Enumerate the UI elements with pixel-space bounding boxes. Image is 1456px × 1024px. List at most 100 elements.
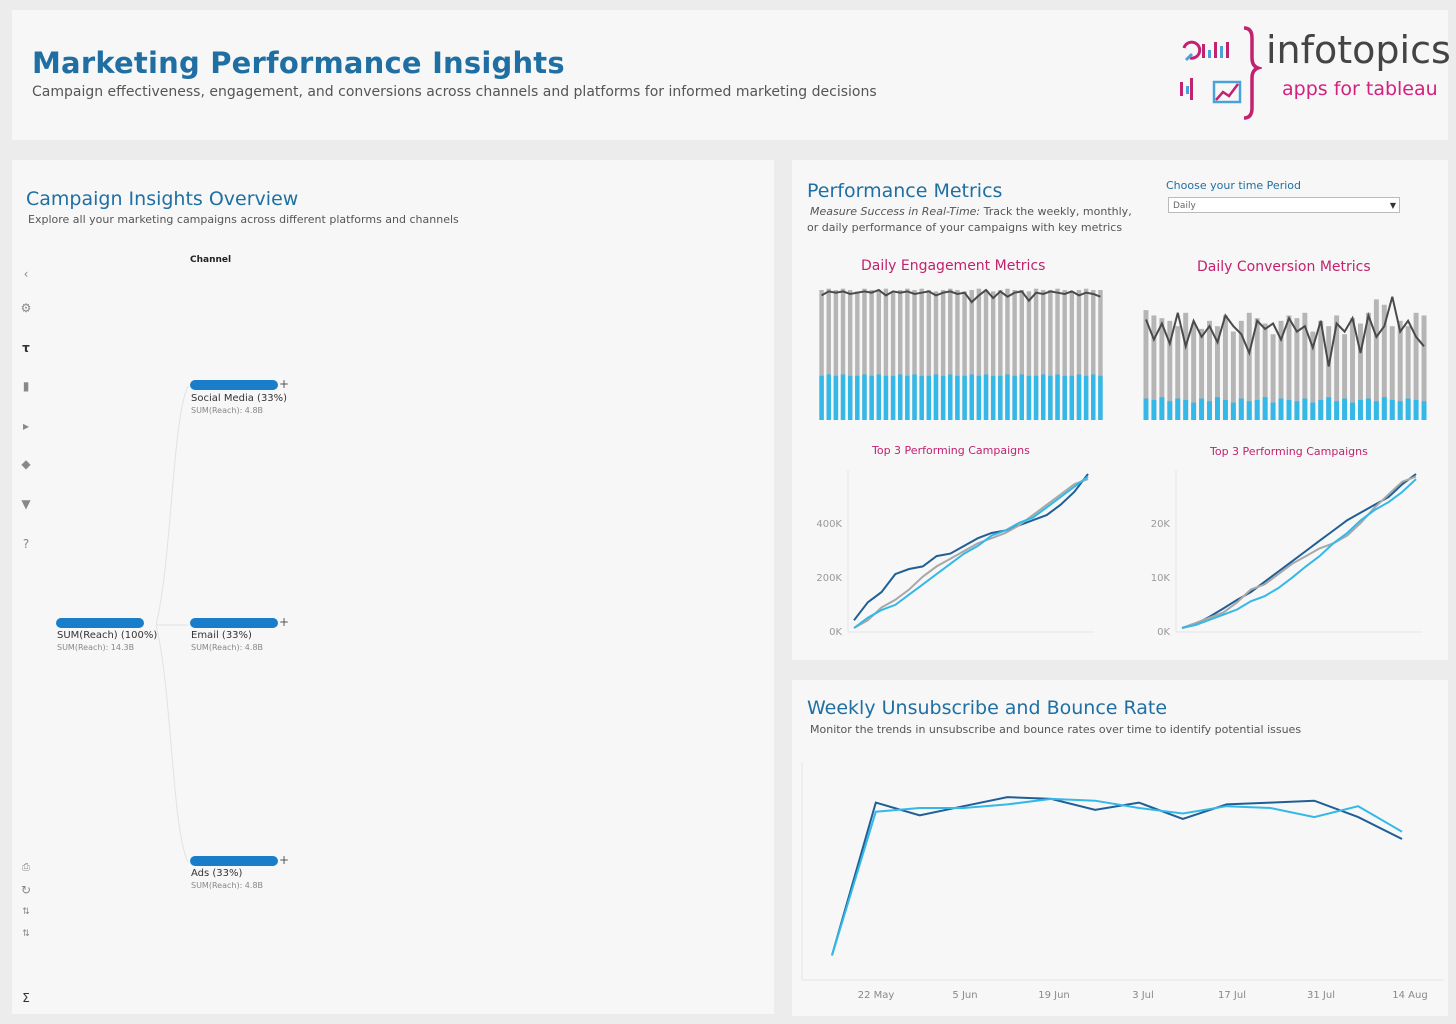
conversion-bar bbox=[1254, 318, 1260, 420]
engagement-bar bbox=[976, 288, 982, 420]
tree-node-email-value: SUM(Reach): 4.8B bbox=[191, 643, 264, 652]
engagement-bar bbox=[962, 291, 967, 420]
gear-icon[interactable]: ⚙ bbox=[20, 301, 32, 315]
conversion-bar-segment bbox=[1302, 398, 1308, 420]
conversion-bar-segment bbox=[1365, 398, 1371, 420]
engagement-bar bbox=[1048, 290, 1053, 420]
filter-icon[interactable]: ▼ bbox=[21, 497, 31, 511]
engagement-bar bbox=[1098, 290, 1103, 420]
engagement-bar bbox=[1069, 291, 1075, 420]
tree-node-ads-bar[interactable] bbox=[190, 856, 278, 866]
conversion-bar-segment bbox=[1350, 402, 1355, 420]
chevron-left-icon[interactable]: ‹ bbox=[23, 267, 29, 281]
conversion-bar-segment bbox=[1207, 401, 1212, 420]
top3-engagement-series-line bbox=[853, 478, 1089, 629]
performance-desc-rest: Track the weekly, monthly, bbox=[980, 205, 1132, 218]
conversion-bar bbox=[1365, 312, 1371, 420]
tree-node-email-bar[interactable] bbox=[190, 618, 278, 628]
weekly-subtitle: Monitor the trends in unsubscribe and bo… bbox=[810, 723, 1302, 736]
conversion-bar bbox=[1143, 310, 1149, 420]
conversion-bar-segment bbox=[1326, 397, 1332, 420]
tree-node-social-bar[interactable] bbox=[190, 380, 278, 390]
conversion-bar bbox=[1222, 315, 1228, 420]
help-icon[interactable]: ? bbox=[22, 537, 30, 551]
engagement-bar-segment bbox=[912, 374, 917, 420]
paint-roller-icon[interactable]: τ bbox=[22, 341, 30, 355]
conversion-bar bbox=[1183, 312, 1189, 420]
engagement-bar-segment bbox=[926, 375, 932, 420]
expand-email-button[interactable]: + bbox=[279, 615, 290, 629]
campaign-overview-title: Campaign Insights Overview bbox=[26, 188, 299, 210]
conversion-bar-segment bbox=[1143, 398, 1149, 420]
conversion-bar-segment bbox=[1373, 401, 1379, 420]
engagement-bar bbox=[869, 290, 874, 420]
engagement-bar-segment bbox=[1055, 374, 1060, 420]
sort-asc-icon[interactable]: ⇅ bbox=[22, 907, 30, 917]
expand-ads-button[interactable]: + bbox=[279, 853, 290, 867]
period-label: Choose your time Period bbox=[1166, 179, 1301, 192]
conversion-bar bbox=[1207, 320, 1212, 420]
performance-desc-emphasis: Measure Success in Real-Time: bbox=[810, 205, 981, 218]
conversion-bar-segment bbox=[1334, 401, 1340, 420]
top3-engagement-series-line bbox=[853, 473, 1089, 621]
top3-engagement-y-tick: 200K bbox=[816, 573, 842, 584]
engagement-bar bbox=[1055, 288, 1060, 420]
engagement-bar-segment bbox=[1033, 375, 1039, 420]
engagement-bar bbox=[933, 291, 939, 420]
weekly-x-tick: 19 Jun bbox=[1038, 990, 1070, 1001]
period-select[interactable]: Daily ▼ bbox=[1168, 197, 1400, 213]
engagement-bar bbox=[876, 290, 881, 420]
tree-node-root-bar[interactable] bbox=[56, 618, 144, 628]
conversion-bar bbox=[1191, 323, 1197, 420]
engagement-bar bbox=[883, 288, 889, 420]
print-icon[interactable]: ⎙ bbox=[22, 862, 30, 873]
play-icon[interactable]: ▸ bbox=[22, 419, 30, 433]
conversion-bar-segment bbox=[1159, 397, 1165, 420]
top3-conversion-series-line bbox=[1181, 473, 1417, 629]
engagement-bar bbox=[840, 288, 846, 420]
performance-title: Performance Metrics bbox=[807, 180, 1003, 202]
layers-icon[interactable]: ◆ bbox=[21, 457, 31, 471]
refresh-icon[interactable]: ↻ bbox=[20, 883, 32, 897]
engagement-bar bbox=[912, 290, 917, 420]
logo-tagline: apps for tableau bbox=[1282, 78, 1438, 100]
infotopics-logo[interactable]: infotopics apps for tableau bbox=[1162, 16, 1451, 124]
conversion-bar bbox=[1167, 320, 1173, 420]
engagement-bar-segment bbox=[898, 374, 903, 420]
page-subtitle: Campaign effectiveness, engagement, and … bbox=[32, 84, 877, 100]
conversion-bar bbox=[1238, 320, 1244, 420]
weekly-x-tick: 3 Jul bbox=[1132, 990, 1154, 1001]
sort-desc-icon[interactable]: ⇅ bbox=[22, 929, 30, 939]
weekly-rate-chart[interactable]: 22 May 5 Jun 19 Jun 3 Jul 17 Jul 31 Jul 14 Aug bbox=[798, 758, 1444, 1008]
engagement-bar-segment bbox=[933, 374, 939, 420]
daily-engagement-chart[interactable] bbox=[818, 286, 1104, 426]
page-title: Marketing Performance Insights bbox=[32, 46, 565, 80]
top3-conversion-chart[interactable]: 0K 10K 20K bbox=[1132, 462, 1432, 646]
conversion-bar-segment bbox=[1262, 397, 1268, 420]
engagement-bar-segment bbox=[855, 375, 860, 420]
daily-conversion-chart[interactable] bbox=[1142, 286, 1428, 426]
conversion-bar-segment bbox=[1151, 399, 1157, 420]
sigma-icon[interactable]: Σ bbox=[22, 991, 30, 1005]
conversion-bar-segment bbox=[1413, 399, 1419, 420]
conversion-bar bbox=[1405, 326, 1411, 420]
engagement-bar bbox=[1026, 291, 1032, 420]
expand-social-button[interactable]: + bbox=[279, 377, 290, 391]
top3-engagement-y-tick: 400K bbox=[816, 519, 842, 530]
engagement-bar-segment bbox=[955, 375, 960, 420]
performance-metrics-panel: Performance Metrics Measure Success in R… bbox=[792, 160, 1448, 660]
engagement-bar bbox=[1005, 288, 1010, 420]
engagement-bar bbox=[1062, 290, 1067, 420]
engagement-bar bbox=[855, 291, 860, 420]
top3-conversion-series-line bbox=[1181, 475, 1417, 629]
conversion-bar-segment bbox=[1342, 398, 1348, 420]
engagement-bar-segment bbox=[983, 374, 989, 420]
weekly-series-line bbox=[831, 796, 1403, 956]
top3-engagement-y-tick: 0K bbox=[829, 627, 842, 638]
engagement-bar-segment bbox=[883, 375, 889, 420]
weekly-x-tick: 31 Jul bbox=[1307, 990, 1335, 1001]
top3-engagement-chart[interactable]: 0K 200K 400K bbox=[804, 462, 1110, 646]
weekly-x-tick: 14 Aug bbox=[1392, 990, 1427, 1001]
conversion-bar-segment bbox=[1167, 401, 1173, 420]
tag-icon[interactable]: ▮ bbox=[22, 379, 30, 393]
